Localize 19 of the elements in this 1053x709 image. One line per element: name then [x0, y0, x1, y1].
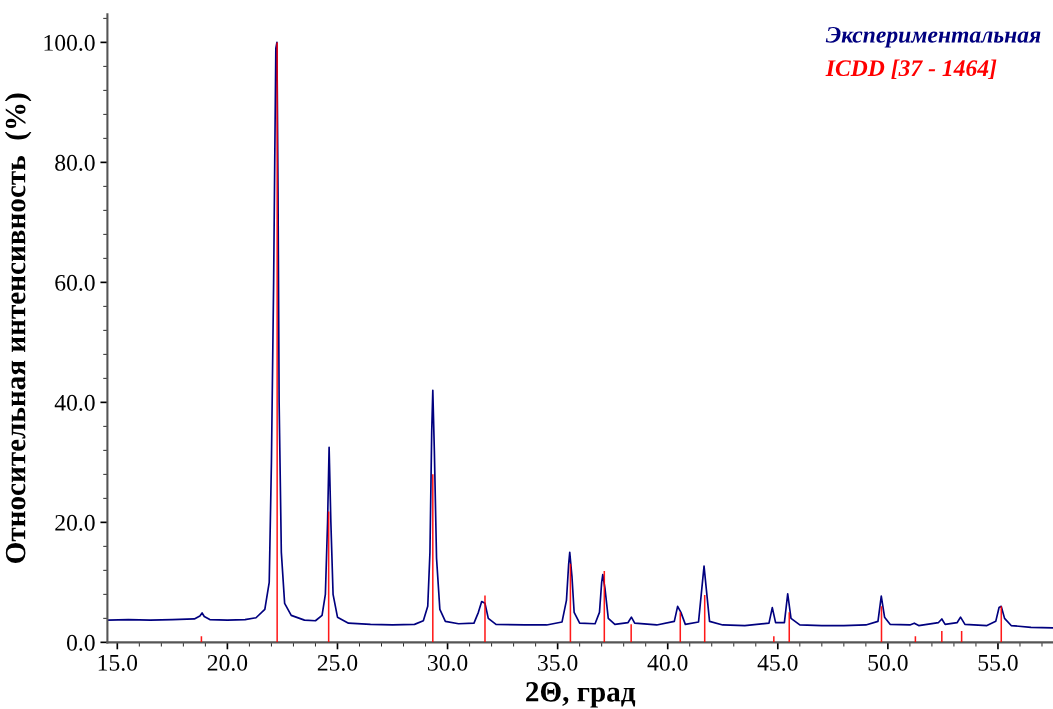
x-tick-label: 35.0: [538, 654, 578, 671]
x-tick-label: 40.0: [647, 654, 688, 671]
y-tick-label: 0.0: [66, 634, 95, 651]
y-tick-label: 80.0: [55, 154, 95, 171]
x-tick-label: 20.0: [207, 654, 248, 671]
text: ICDD [37 - 1464]: [825, 59, 997, 80]
x-tick-label: 55.0: [978, 654, 1018, 671]
y-tick-label: 40.0: [54, 394, 95, 411]
y-tick-label: 20.0: [55, 514, 95, 531]
x-tick-label: 50.0: [868, 654, 908, 671]
y-tick-label: 60.0: [55, 274, 95, 291]
y-axis-title: Относительная интенсивность (%): [4, 93, 32, 563]
x-tick-label: 30.0: [428, 654, 468, 671]
x-tick-label: 25.0: [317, 654, 358, 671]
x-tick-label: 45.0: [757, 654, 798, 671]
text: Экспериментальная: [825, 26, 1041, 48]
x-axis-title: 2Θ, град: [526, 682, 636, 708]
y-tick-label: 100.0: [44, 34, 95, 51]
x-tick-label: 15.0: [98, 654, 138, 671]
